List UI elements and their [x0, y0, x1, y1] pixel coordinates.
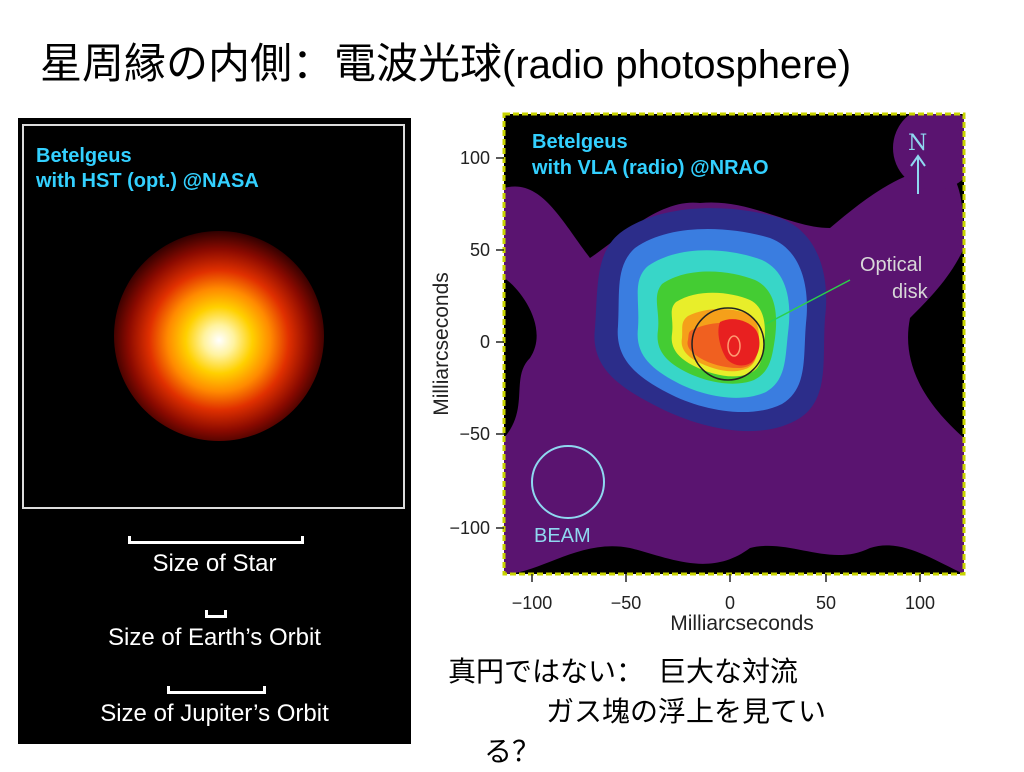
betelgeuse-optical-image [114, 231, 324, 441]
caption-line1: 真円ではない： 巨大な対流 [448, 655, 799, 688]
hst-label-line1: Betelgeus [36, 145, 132, 167]
y-axis-label: Milliarcseconds [430, 272, 453, 416]
slide-title-en: (radio photosphere) [502, 43, 852, 87]
scale-earth-label: Size of Earth’s Orbit [108, 624, 321, 651]
y-tick-label: 50 [470, 240, 490, 260]
x-tick-label: 50 [816, 593, 836, 613]
beam-circle [531, 445, 605, 519]
x-axis-label: Milliarcseconds [670, 612, 814, 635]
optical-disk-label-line1: Optical [860, 254, 922, 276]
x-tick-label: 100 [905, 593, 935, 613]
hst-image-panel: Betelgeus with HST (opt.) @NASA Size of … [18, 118, 411, 744]
optical-disk-label-line2: disk [892, 281, 929, 303]
x-tick-label: −50 [611, 593, 642, 613]
north-emission-blob [893, 114, 964, 190]
hst-label-line2: with HST (opt.) @NASA [36, 170, 259, 192]
north-arrow-icon [910, 154, 926, 167]
scale-jupiter-label: Size of Jupiter’s Orbit [100, 700, 329, 727]
optical-disk-pointer [765, 279, 851, 325]
axis-ticks [496, 157, 921, 582]
beam-label: BEAM [534, 525, 591, 547]
x-tick-label: 0 [725, 593, 735, 613]
hst-label: Betelgeus with HST (opt.) @NASA [36, 144, 259, 194]
jupiter-orbit-bracket [167, 686, 266, 694]
north-label: N [908, 131, 927, 156]
hst-image-frame: Betelgeus with HST (opt.) @NASA [22, 124, 405, 509]
scale-star-label: Size of Star [152, 550, 277, 577]
slide-caption: 真円ではない： 巨大な対流 ガス塊の浮上を見てい る？ [448, 652, 928, 772]
peak-contour [727, 335, 741, 357]
optical-disk-circle [691, 307, 765, 381]
vla-label-line2: with VLA (radio) @NRAO [531, 157, 769, 179]
y-tick-label: −100 [449, 518, 490, 538]
star-size-bracket [128, 536, 304, 544]
slide-title-jp: 星周縁の内側：電波光球 [40, 39, 503, 88]
vla-radio-map: −100 −50 0 50 100 100 50 0 −50 −100 Mill… [430, 112, 966, 635]
vla-label-line1: Betelgeus [532, 131, 628, 153]
caption-line2: ガス塊の浮上を見てい [546, 695, 827, 728]
y-tick-label: −50 [459, 424, 490, 444]
plot-frame [502, 112, 966, 576]
y-tick-label: 0 [480, 332, 490, 352]
vla-radio-map-panel: −100 −50 0 50 100 100 50 0 −50 −100 Mill… [430, 108, 970, 648]
x-tick-label: −100 [512, 593, 553, 613]
y-tick-label: 100 [460, 148, 490, 168]
caption-line3: る？ [484, 735, 541, 768]
slide-title: 星周縁の内側：電波光球(radio photosphere) [40, 36, 851, 93]
earth-orbit-bracket [205, 610, 227, 618]
